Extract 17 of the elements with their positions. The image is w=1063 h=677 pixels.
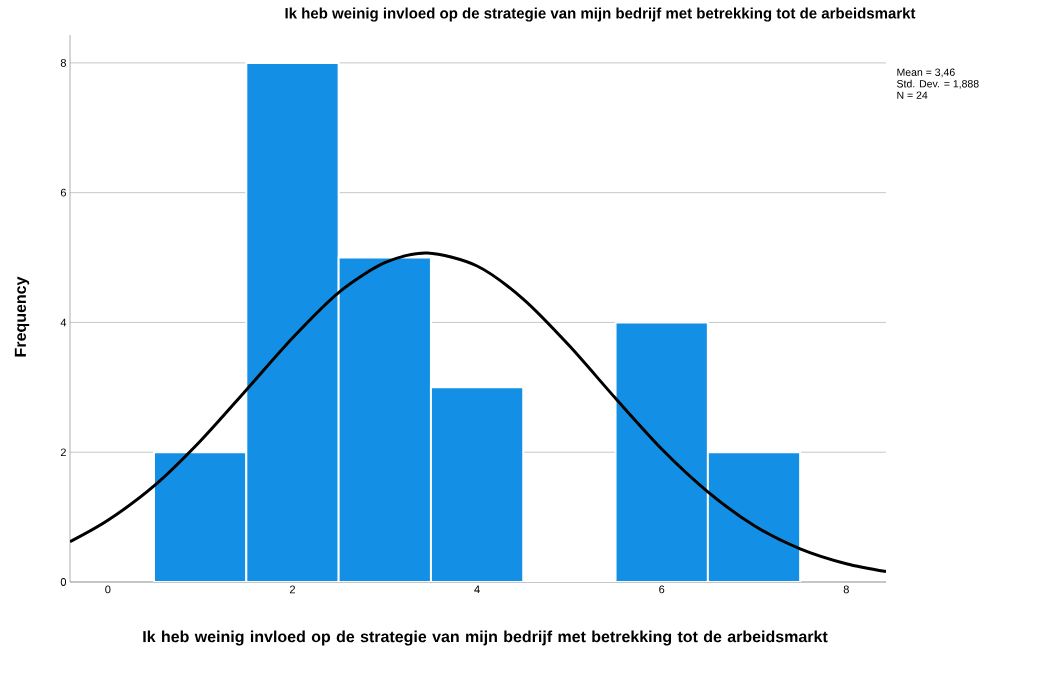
text: Mean = 3,46 (897, 68, 955, 78)
line-series (70, 251, 886, 574)
y-axis-title: Frequency (14, 276, 30, 357)
x-tick-label: 4 (474, 585, 480, 594)
y-tick-label: 8 (60, 59, 66, 67)
y-tick-label: 0 (60, 578, 67, 586)
text: Std. Dev. = 1,888 (897, 79, 979, 89)
x-tick-label: 2 (289, 585, 295, 594)
text: N = 24 (897, 91, 928, 99)
chart-title: Ik heb weinig invloed op de strategie van mijn bedrijf met betrekking tot de arbeidsmarkt (285, 7, 916, 22)
x-tick-label: 0 (105, 585, 111, 594)
y-tick-label: 2 (60, 448, 66, 457)
y-tick-label: 6 (60, 188, 66, 197)
y-tick-label: 4 (60, 318, 67, 327)
x-tick-label: 8 (843, 585, 849, 594)
x-tick-label: 6 (659, 585, 665, 594)
x-axis-title: Ik heb weinig invloed op de strategie van mijn bedrijf met betrekking tot de arbeidsmarkt (143, 630, 828, 646)
